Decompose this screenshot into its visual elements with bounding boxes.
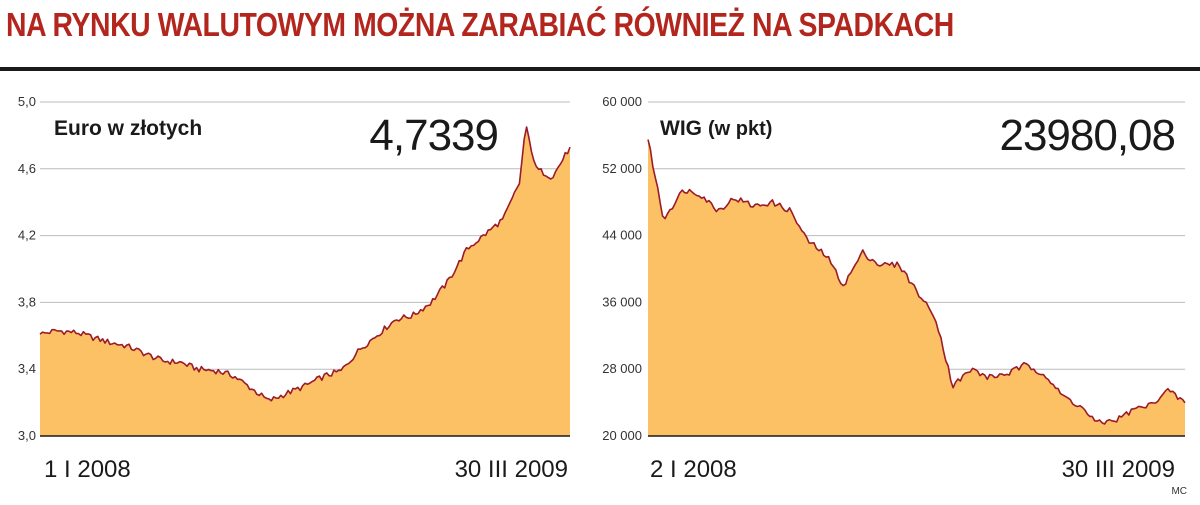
eur-pln-chart-x-end-label: 30 III 2009: [455, 456, 568, 483]
eur-pln-chart-area-fill: [40, 127, 570, 436]
author-credit: MC: [1171, 486, 1187, 497]
wig-chart-unit: (w pkt): [708, 118, 772, 140]
eur-pln-chart-y-tick-label: 4,6: [18, 161, 36, 176]
eur-pln-chart-x-start-label: 1 I 2008: [44, 456, 131, 483]
eur-pln-chart-svg: 3,0 3,4 3,8 4,2 4,6 5,0 Euro w złotych 4,7339 1 …: [18, 94, 571, 483]
eur-pln-chart: 3,0 3,4 3,8 4,2 4,6 5,0 Euro w złotych 4,7339 1 …: [0, 80, 590, 505]
eur-pln-chart-series-line: [39, 126, 571, 402]
wig-chart-svg: 20 000 28 000 36 000 44 000 52 000 60 000 WIG (…: [602, 94, 1187, 497]
wig-chart-y-tick-label: 44 000: [602, 228, 642, 243]
wig-chart-title-text: WIG: [660, 117, 702, 140]
eur-pln-chart-y-tick-label: 3,0: [18, 428, 36, 443]
wig-chart-x-end-label: 30 III 2009: [1062, 456, 1175, 483]
eur-pln-chart-y-tick-label: 4,2: [18, 228, 36, 243]
eur-pln-chart-title-text: Euro w złotych: [54, 117, 202, 140]
wig-chart-x-start-label: 2 I 2008: [650, 456, 737, 483]
wig-chart-y-tick-label: 28 000: [602, 361, 642, 376]
wig-chart-last-value: 23980,08: [999, 111, 1175, 160]
eur-pln-chart-y-tick-label: 5,0: [18, 94, 36, 109]
eur-pln-chart-last-value: 4,7339: [369, 111, 498, 160]
wig-chart-y-tick-label: 20 000: [602, 428, 642, 443]
headline: NA RYNKU WALUTOWYM MOŻNA ZARABIAĆ RÓWNIE…: [6, 6, 954, 43]
wig-chart-y-tick-label: 60 000: [602, 94, 642, 109]
wig-chart: 20 000 28 000 36 000 44 000 52 000 60 000 WIG (…: [590, 80, 1200, 505]
headline-rule: [0, 67, 1200, 71]
eur-pln-chart-y-tick-label: 3,8: [18, 294, 36, 309]
wig-chart-title: WIG (w pkt): [660, 117, 772, 140]
eur-pln-chart-y-tick-label: 3,4: [18, 361, 36, 376]
wig-chart-area-fill: [648, 139, 1185, 436]
wig-chart-y-tick-label: 36 000: [602, 294, 642, 309]
wig-chart-series-line: [647, 139, 1186, 425]
wig-chart-y-tick-label: 52 000: [602, 161, 642, 176]
eur-pln-chart-title: Euro w złotych: [54, 117, 202, 140]
